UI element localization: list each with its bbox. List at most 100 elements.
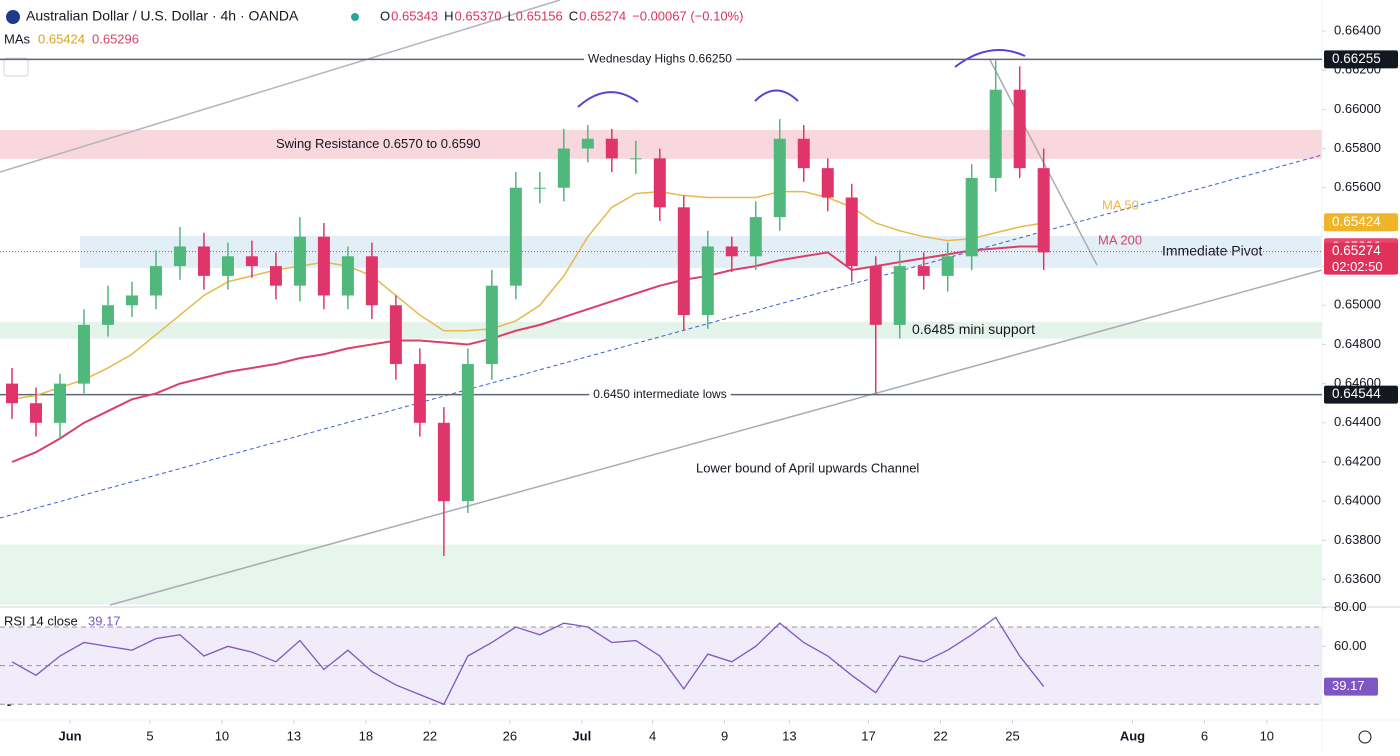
ma-label: MA 200 bbox=[1098, 232, 1142, 247]
candle-body bbox=[749, 217, 762, 257]
y-tick-label: 0.66000 bbox=[1334, 101, 1381, 116]
candle-body bbox=[101, 305, 114, 325]
collapse-button[interactable] bbox=[3, 57, 29, 77]
candle-body bbox=[1013, 89, 1026, 169]
y-tick-label: 0.65600 bbox=[1334, 179, 1381, 194]
candle-body bbox=[485, 285, 498, 365]
candle-body bbox=[365, 256, 378, 306]
candle-body bbox=[173, 246, 186, 267]
candle-body bbox=[917, 266, 930, 276]
candle-body bbox=[293, 236, 306, 286]
ma-line bbox=[11, 190, 1044, 401]
candle-body bbox=[269, 266, 282, 286]
rsi-tag-label: 39.17 bbox=[1332, 678, 1365, 693]
x-tick-label: 18 bbox=[359, 728, 373, 743]
rsi-line bbox=[11, 616, 1045, 706]
candle-body bbox=[509, 187, 522, 286]
candle-body bbox=[341, 256, 354, 296]
candle-body bbox=[653, 158, 666, 208]
y-tick-label: 0.64400 bbox=[1334, 414, 1381, 429]
candle-body bbox=[53, 383, 66, 423]
settings-icon[interactable] bbox=[1358, 730, 1372, 744]
ohlc-key: O bbox=[380, 8, 390, 23]
x-tick-label: Aug bbox=[1120, 728, 1145, 743]
candle-body bbox=[29, 403, 42, 423]
candle-body bbox=[1037, 168, 1050, 253]
level-label: Wednesday Highs 0.66250 bbox=[588, 52, 732, 66]
ohlc-key: H bbox=[444, 8, 453, 23]
x-tick-label: 25 bbox=[1005, 728, 1019, 743]
candle-body bbox=[77, 324, 90, 384]
x-tick-label: 4 bbox=[649, 728, 656, 743]
ohlc-key: C bbox=[569, 8, 578, 23]
candle-body bbox=[701, 246, 714, 316]
candle-body bbox=[461, 364, 474, 502]
x-tick-label: 26 bbox=[503, 728, 517, 743]
arc bbox=[754, 89, 799, 102]
y-tick-label: 0.64000 bbox=[1334, 493, 1381, 508]
candle-body bbox=[773, 138, 786, 218]
ohlc-value: 0.65156 bbox=[516, 8, 563, 23]
ohlc-value: 0.65343 bbox=[391, 8, 438, 23]
level-label-bg bbox=[589, 386, 731, 401]
candle-body bbox=[125, 295, 138, 306]
rsi-tag bbox=[1324, 677, 1378, 696]
rsi-tick-label: 60.00 bbox=[1334, 638, 1367, 653]
countdown: 02:02:50 bbox=[1332, 259, 1383, 274]
x-tick-label: 6 bbox=[1201, 728, 1208, 743]
y-tick-label: 0.63600 bbox=[1334, 571, 1381, 586]
candle-body bbox=[605, 138, 618, 159]
candle-body bbox=[149, 266, 162, 296]
zone bbox=[0, 129, 1322, 159]
candle-body bbox=[557, 148, 570, 188]
x-tick-label: 5 bbox=[146, 728, 153, 743]
channel-upper bbox=[0, 0, 561, 173]
y-tick-label: 0.66400 bbox=[1334, 22, 1381, 37]
candle-body bbox=[821, 168, 834, 198]
zone bbox=[0, 321, 1322, 339]
arc bbox=[577, 91, 639, 108]
zone bbox=[80, 235, 1322, 268]
level-label-bg bbox=[584, 51, 737, 66]
ma-header-value: 0.65296 bbox=[92, 31, 139, 46]
ohlc-key: L bbox=[508, 8, 515, 23]
price-tag-label: 0.64544 bbox=[1332, 386, 1381, 401]
arc bbox=[954, 49, 1026, 68]
y-tick-label: 0.64200 bbox=[1334, 453, 1381, 468]
candle-body bbox=[5, 383, 18, 404]
rsi-label: RSI 14 close bbox=[4, 613, 78, 628]
price-tag bbox=[1324, 213, 1398, 232]
x-tick-label: 10 bbox=[1260, 728, 1274, 743]
candle-body bbox=[725, 246, 738, 257]
x-tick-label: Jun bbox=[58, 728, 81, 743]
price-tag bbox=[1324, 385, 1398, 404]
candle-body bbox=[941, 256, 954, 276]
price-tag bbox=[1324, 242, 1398, 275]
candle-body bbox=[989, 89, 1002, 178]
x-tick-label: 13 bbox=[287, 728, 301, 743]
rsi-tick-label: 80.00 bbox=[1334, 599, 1367, 614]
x-tick-label: 9 bbox=[721, 728, 728, 743]
ohlc-value: 0.65274 bbox=[579, 8, 626, 23]
candle-body bbox=[317, 236, 330, 296]
ohlc-value: 0.65370 bbox=[455, 8, 502, 23]
ohlc-value: −0.00067 (−0.10%) bbox=[632, 8, 743, 23]
candle-body bbox=[797, 138, 810, 169]
candle-body bbox=[389, 305, 402, 365]
y-tick-label: 0.65000 bbox=[1334, 297, 1381, 312]
x-tick-label: 13 bbox=[782, 728, 796, 743]
flag-icon bbox=[6, 10, 20, 24]
candle-body bbox=[413, 364, 426, 423]
candle-body bbox=[245, 256, 258, 267]
candle-body bbox=[893, 266, 906, 325]
zone-label: Swing Resistance 0.6570 to 0.6590 bbox=[276, 136, 481, 151]
x-tick-label: 10 bbox=[215, 728, 229, 743]
zone bbox=[0, 544, 1322, 605]
channel-lower bbox=[109, 269, 1323, 606]
x-tick-label: 22 bbox=[423, 728, 437, 743]
candle-body bbox=[197, 246, 210, 276]
annotation: Lower bound of April upwards Channel bbox=[696, 460, 919, 475]
price-tag-label: 0.65424 bbox=[1332, 214, 1381, 229]
